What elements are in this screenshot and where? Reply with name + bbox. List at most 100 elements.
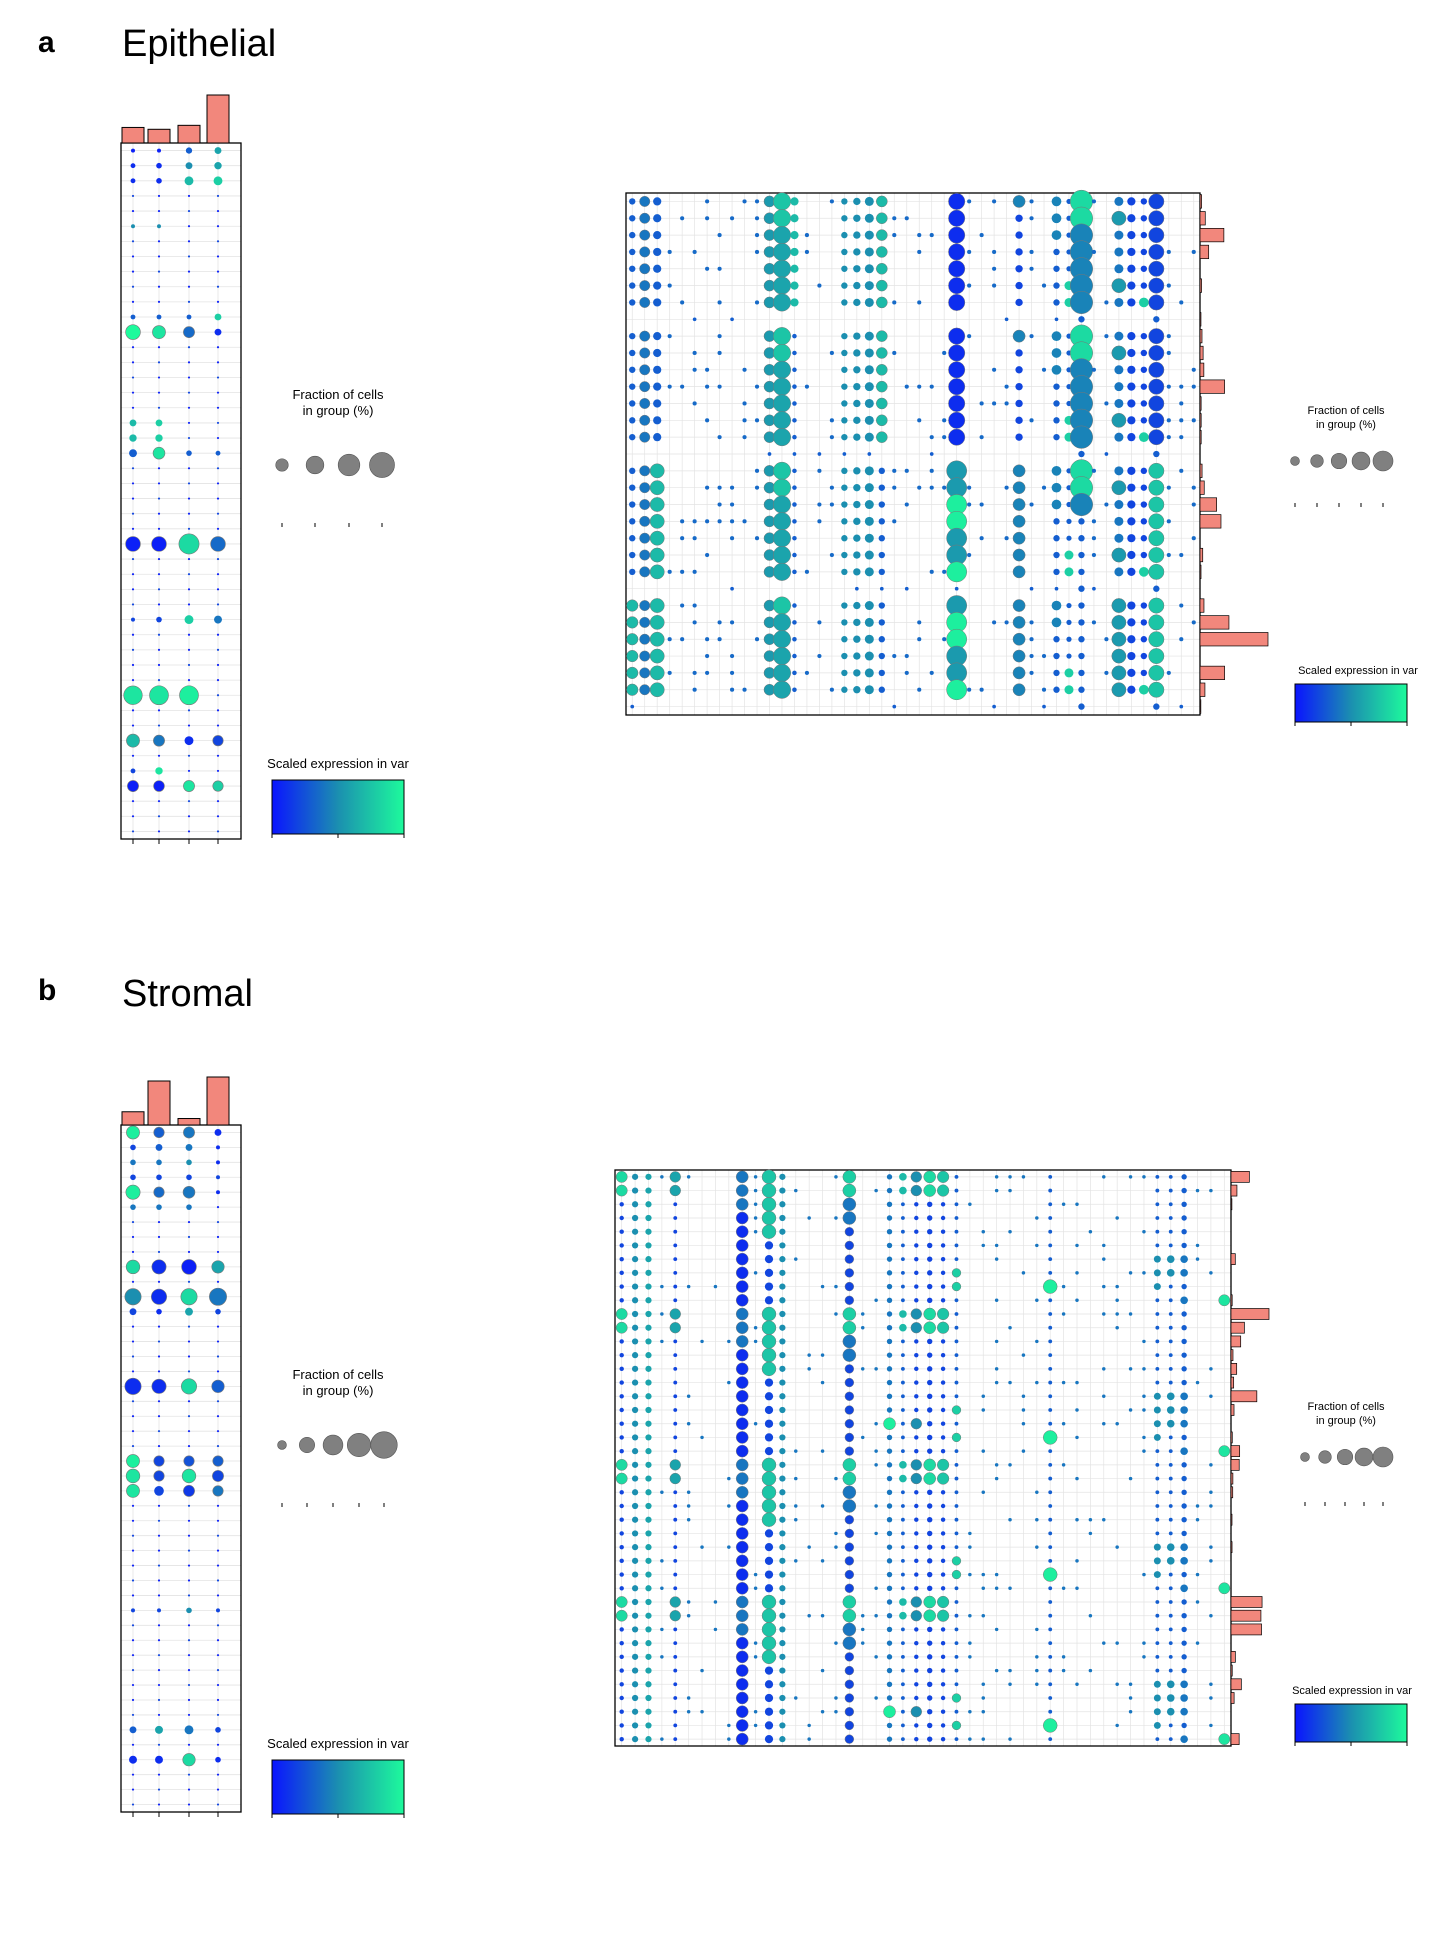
- dot: [904, 216, 909, 221]
- dot: [626, 666, 639, 679]
- dot: [727, 1545, 731, 1549]
- dot: [914, 1723, 919, 1728]
- dot: [216, 558, 220, 561]
- dot: [629, 282, 636, 289]
- dot: [1209, 1188, 1213, 1193]
- dot: [735, 1554, 749, 1568]
- dot: [994, 1668, 999, 1673]
- dot: [1140, 501, 1148, 508]
- dot: [645, 1393, 652, 1400]
- dot: [131, 1683, 135, 1687]
- dot: [1078, 535, 1085, 542]
- dot: [861, 1641, 865, 1645]
- dot: [216, 694, 220, 697]
- dot: [1021, 1175, 1026, 1179]
- dot: [886, 1379, 893, 1386]
- dot: [669, 1610, 681, 1622]
- dot: [692, 401, 697, 406]
- dot: [216, 573, 220, 576]
- dot: [216, 633, 220, 636]
- size-legend-dot: [1330, 452, 1348, 470]
- dot: [1008, 1175, 1012, 1179]
- dot: [820, 1613, 825, 1618]
- dot: [1048, 1558, 1053, 1563]
- dot: [779, 1653, 786, 1660]
- dot: [841, 484, 848, 491]
- dot: [187, 391, 191, 394]
- dot: [155, 1755, 163, 1764]
- dot: [1008, 1517, 1012, 1522]
- dot: [779, 1516, 786, 1523]
- dot: [1015, 382, 1023, 391]
- dot: [156, 1308, 162, 1315]
- dot: [131, 1654, 135, 1657]
- dot: [649, 463, 665, 479]
- dot: [967, 199, 972, 204]
- dot: [773, 495, 791, 514]
- dot: [735, 1321, 749, 1334]
- dot: [735, 1458, 749, 1472]
- dot: [730, 586, 734, 591]
- dot: [753, 1339, 758, 1344]
- dot: [981, 1572, 985, 1577]
- dot: [1021, 1271, 1026, 1275]
- dot: [735, 1472, 749, 1485]
- dot: [1166, 1419, 1175, 1428]
- dot: [994, 1380, 999, 1385]
- dot: [216, 1445, 220, 1448]
- dot: [216, 1639, 220, 1642]
- dot: [1155, 1504, 1160, 1508]
- dot: [1114, 466, 1124, 476]
- dot: [1075, 1380, 1079, 1385]
- dot: [1111, 412, 1127, 428]
- panel-a-large-frame: [625, 192, 1201, 716]
- dot: [216, 709, 220, 712]
- dot: [645, 1214, 652, 1222]
- dot: [645, 1598, 652, 1606]
- dot: [735, 1376, 749, 1389]
- dot: [639, 297, 651, 308]
- dot: [156, 1204, 162, 1210]
- dot: [886, 1722, 893, 1729]
- dot: [645, 1256, 652, 1263]
- dot: [1181, 1379, 1187, 1386]
- dot: [929, 468, 934, 473]
- dot: [1179, 704, 1184, 709]
- dot: [910, 1596, 922, 1608]
- dot: [157, 1579, 161, 1582]
- dot: [886, 1434, 893, 1441]
- dot: [820, 1504, 825, 1508]
- count-bar: [1199, 345, 1204, 361]
- dot: [853, 248, 861, 256]
- dot: [717, 435, 722, 440]
- dot: [864, 601, 874, 611]
- dot: [717, 519, 722, 524]
- dot: [1054, 586, 1059, 591]
- dot: [187, 633, 191, 636]
- dot: [1008, 1380, 1012, 1385]
- count-bar: [1230, 1198, 1233, 1211]
- dot: [1035, 1545, 1039, 1549]
- dot: [773, 630, 791, 649]
- dot: [1102, 1312, 1106, 1316]
- dot: [216, 830, 220, 833]
- dot: [1064, 567, 1074, 577]
- dot: [673, 1435, 678, 1440]
- count-bar: [1230, 1171, 1250, 1183]
- dot: [867, 452, 872, 456]
- dot: [1041, 283, 1047, 288]
- dot: [820, 1668, 825, 1673]
- dot: [645, 1228, 652, 1235]
- dot: [1066, 518, 1072, 524]
- dot: [1142, 1435, 1146, 1440]
- dot: [855, 586, 859, 591]
- dot: [927, 1571, 933, 1578]
- dot: [187, 1504, 191, 1507]
- dot: [692, 670, 697, 675]
- dot: [892, 300, 897, 305]
- dot: [727, 1504, 731, 1508]
- dot: [717, 485, 722, 490]
- dot: [940, 1668, 946, 1673]
- dot: [131, 588, 135, 591]
- dot: [187, 1788, 191, 1791]
